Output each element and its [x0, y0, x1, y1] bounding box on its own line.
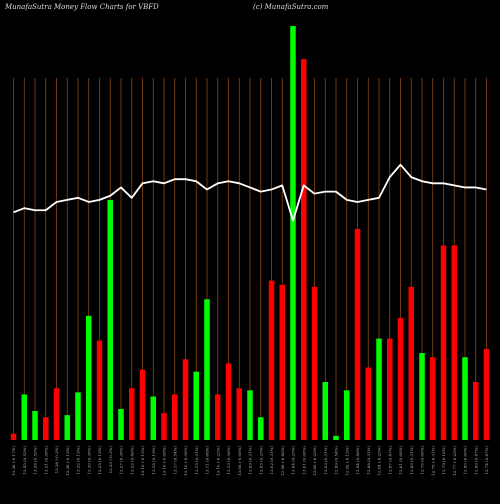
bar — [96, 340, 103, 440]
x-tick-label: 12.94 (0.46%) — [355, 446, 360, 475]
x-tick-label: 13.26 (-0.3%) — [54, 446, 59, 474]
x-tick-label: 13.10 (-0.38%) — [183, 446, 188, 476]
bar — [107, 199, 113, 440]
x-tick-label: 12.92 (-0.15%) — [344, 446, 349, 476]
bar — [247, 390, 253, 440]
bar — [215, 394, 221, 440]
bar — [397, 317, 404, 440]
x-tick-label: 12.79 (0.16%) — [441, 446, 446, 475]
bar — [268, 280, 275, 440]
x-tick-label: 13.01 (0.08%) — [301, 446, 306, 475]
x-tick-label: 12.80 (0.47%) — [473, 446, 478, 475]
bar — [344, 390, 350, 440]
x-tick-label: 13.30 (-0.15%) — [65, 446, 70, 476]
bar — [354, 228, 361, 440]
x-tick-label: 13.25 (0.15%) — [97, 446, 102, 475]
bar — [419, 353, 425, 440]
bar — [376, 338, 382, 440]
x-tick-label: 12.98 (-0.46%) — [280, 446, 285, 476]
bar — [182, 359, 189, 440]
x-tick-label: 13.11 (0.08%) — [205, 446, 210, 475]
bar — [75, 392, 81, 440]
x-tick-label: 12.74 (0.47%) — [484, 446, 489, 475]
x-tick-label: 13.30 (0.38%) — [86, 446, 91, 475]
x-tick-label: 13.08 (-0.08%) — [237, 446, 242, 476]
bar — [10, 433, 17, 440]
bar — [311, 286, 318, 440]
bar — [451, 245, 457, 440]
x-tick-label: 13.16 (-0.08%) — [162, 446, 167, 476]
bar — [387, 338, 393, 440]
bar — [473, 382, 479, 440]
x-tick-label: 13.09 (0.31%) — [248, 446, 253, 475]
bar — [32, 411, 38, 440]
bar — [204, 299, 210, 440]
bar — [118, 408, 124, 440]
bar — [333, 435, 339, 440]
x-tick-label: 13.03 (0.31%) — [323, 446, 328, 475]
bar — [172, 394, 178, 440]
bar — [365, 367, 371, 440]
x-tick-label: 12.77 (-0.23%) — [452, 446, 457, 476]
bar — [279, 284, 285, 440]
bar — [193, 371, 199, 440]
bar — [150, 396, 156, 440]
bar — [236, 388, 242, 440]
bar — [258, 417, 264, 440]
bar — [322, 382, 328, 440]
bar — [483, 348, 490, 440]
x-tick-label: 12.88 (0.31%) — [366, 446, 371, 475]
bar — [129, 388, 135, 440]
bar — [139, 369, 146, 440]
money-flow-line — [13, 163, 487, 222]
x-tick-label: 12.76 (0.08%) — [420, 446, 425, 475]
x-tick-label: 13.04 (0.23%) — [291, 446, 296, 475]
x-tick-label: 12.75 (-0.31%) — [430, 446, 435, 476]
bar — [225, 363, 232, 440]
bar — [301, 59, 307, 441]
bars — [10, 26, 490, 441]
x-tick-label: 13.38 (0.52%) — [33, 446, 38, 475]
x-tick-label: 13.16 (-0.15%) — [140, 446, 145, 476]
x-tick-label: 12.87 (0.47%) — [387, 446, 392, 475]
bar — [161, 413, 167, 440]
x-tick-label: 13.22 (0.46%) — [129, 446, 134, 475]
bar — [86, 315, 92, 440]
bar — [53, 388, 60, 440]
x-tick-label: 12.80 (0.31%) — [409, 446, 414, 475]
x-tick-label: 13.05 (0.23%) — [258, 446, 263, 475]
x-tick-label: 13.15 (0.31%) — [194, 446, 199, 475]
x-tick-label: 13.10 (-0.23%) — [215, 446, 220, 476]
x-tick-label: 13.32 (0.15%) — [76, 446, 81, 475]
x-tick-label: 13.27 (0.38%) — [119, 446, 124, 475]
x-tick-label: 13.02 (0.31%) — [269, 446, 274, 475]
x-tick-label: 12.81 (0.08%) — [398, 446, 403, 475]
x-tick-label: 13.31 (0.38%) — [43, 446, 48, 475]
chart-title: MunafaSutra Money Flow Charts for VBFD — [4, 3, 159, 11]
x-tick-label: 13.13 (0.38%) — [226, 446, 231, 475]
bar — [440, 245, 447, 440]
x-tick-label: 13.18 (0.15%) — [151, 446, 156, 475]
bar — [21, 394, 27, 440]
bar — [430, 357, 436, 440]
x-tick-label: 13.17 (0.54%) — [172, 446, 177, 475]
watermark: (c) MunafaSutra.com — [253, 3, 329, 11]
x-tick-labels: 13.38 (-0.17%) 13.45 (0.52%) 13.38 (0.52%)… — [11, 446, 489, 476]
x-tick-label: 13.23 (-0.3%) — [108, 446, 113, 474]
x-tick-label: 12.80 (0.00%) — [463, 446, 468, 475]
bar — [290, 26, 296, 440]
x-tick-label: 13.00 (-0.23%) — [312, 446, 317, 476]
bar — [64, 415, 70, 440]
x-tick-label: 13.45 (0.52%) — [22, 446, 27, 475]
line-series — [13, 163, 487, 222]
bar — [408, 286, 414, 440]
x-tick-label: 12.84 (-0.23%) — [377, 446, 382, 476]
bar — [43, 417, 49, 440]
x-tick-label: 13.38 (-0.17%) — [11, 446, 16, 476]
bar — [462, 357, 468, 440]
x-tick-label: 12.99 (0.54%) — [334, 446, 339, 475]
